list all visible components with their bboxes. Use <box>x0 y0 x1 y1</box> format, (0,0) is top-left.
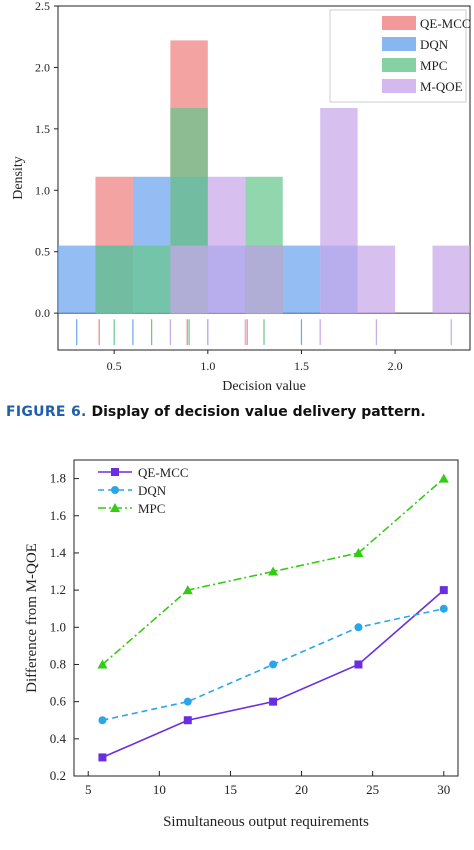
histogram-bar <box>58 245 96 314</box>
histogram-bars <box>58 40 470 314</box>
y-axis-label: Difference from M-QOE <box>24 543 40 693</box>
line-series <box>97 473 449 762</box>
legend-swatch <box>382 37 416 51</box>
y-tick-label: 1.0 <box>35 183 50 197</box>
data-point <box>98 753 107 762</box>
figure-caption-text: Display of decision value delivery patte… <box>91 404 426 420</box>
y-tick-label: 2.5 <box>35 0 50 13</box>
data-point <box>439 586 448 595</box>
legend-label: QE-MCC <box>138 465 189 480</box>
figure-caption: FIGURE 6. Display of decision value deli… <box>6 404 468 420</box>
histogram-bar <box>245 245 283 314</box>
y-tick-label: 1.4 <box>50 545 67 560</box>
data-point <box>269 697 278 706</box>
histogram-bar <box>170 245 208 314</box>
x-tick-label: 0.5 <box>107 359 122 373</box>
histogram-axes: 0.5 1.0 1.5 2.0 0.0 0.5 1.0 1.5 2.0 2.5 <box>35 0 471 373</box>
data-point <box>183 697 192 706</box>
data-point <box>98 716 107 725</box>
histogram-legend: QE-MCC DQN MPC M-QOE <box>329 9 471 103</box>
x-tick-label: 20 <box>295 782 308 797</box>
plot-frame <box>73 459 459 777</box>
rug-plot <box>76 319 452 346</box>
legend-label: DQN <box>420 37 449 52</box>
y-tick-label: 0.6 <box>50 694 67 709</box>
legend-marker <box>111 468 119 476</box>
series-line <box>101 477 445 666</box>
legend-marker <box>111 486 119 494</box>
histogram-chart: 0.5 1.0 1.5 2.0 0.0 0.5 1.0 1.5 2.0 2.5 QE-MCC DQN… <box>11 0 471 394</box>
plot-frame <box>57 5 471 351</box>
data-point <box>269 660 278 669</box>
y-tick-label: 1.8 <box>50 471 66 486</box>
x-tick-label: 30 <box>437 782 450 797</box>
legend-swatch <box>382 58 416 72</box>
x-axis-label: Decision value <box>222 379 306 394</box>
histogram-bar <box>320 107 358 314</box>
data-point <box>354 660 363 669</box>
y-tick-label: 1.2 <box>50 582 66 597</box>
y-tick-label: 1.0 <box>50 619 66 634</box>
data-point <box>353 547 364 557</box>
x-tick-label: 1.0 <box>200 359 215 373</box>
x-axis-label: Simultaneous output requirements <box>163 814 369 830</box>
y-tick-label: 1.6 <box>50 508 67 523</box>
data-point <box>268 566 279 576</box>
legend-swatch <box>382 79 416 93</box>
legend-swatch <box>382 16 416 30</box>
y-tick-label: 1.5 <box>35 122 50 136</box>
legend-label: MPC <box>138 501 165 516</box>
data-point <box>439 604 448 613</box>
legend-label: QE-MCC <box>420 16 471 31</box>
legend-marker <box>110 503 120 512</box>
data-point <box>97 659 108 669</box>
x-tick-label: 10 <box>153 782 166 797</box>
x-tick-label: 2.0 <box>388 359 403 373</box>
y-tick-label: 0.5 <box>35 245 50 259</box>
line-axes: 5 10 15 20 25 30 0.2 0.4 0.6 0.8 1.0 1.2 1.4 1.6 1.8 <box>50 459 459 797</box>
histogram-bar <box>432 245 470 314</box>
data-point <box>354 623 363 632</box>
line-chart: 5 10 15 20 25 30 0.2 0.4 0.6 0.8 1.0 1.2 1.4 1.6 1.8 Q… <box>24 459 459 830</box>
legend-label: DQN <box>138 483 167 498</box>
x-tick-label: 25 <box>366 782 379 797</box>
figure-label: FIGURE 6. <box>6 404 87 420</box>
legend-label: M-QOE <box>420 79 463 94</box>
histogram-bar <box>282 245 321 314</box>
y-tick-label: 0.8 <box>50 656 66 671</box>
x-tick-label: 15 <box>224 782 237 797</box>
histogram-bar <box>132 245 171 314</box>
y-tick-label: 0.2 <box>50 768 66 783</box>
histogram-bar <box>207 176 246 314</box>
y-tick-label: 0.0 <box>35 306 50 320</box>
y-tick-label: 0.4 <box>50 731 67 746</box>
histogram-bar <box>95 245 133 314</box>
line-legend: QE-MCC DQN MPC <box>98 465 189 516</box>
series-line <box>102 589 445 759</box>
y-axis-label: Density <box>11 156 26 200</box>
data-point <box>182 585 193 595</box>
data-point <box>183 716 192 725</box>
legend-label: MPC <box>420 58 447 73</box>
x-tick-label: 5 <box>85 782 92 797</box>
data-point <box>438 473 449 483</box>
y-tick-label: 2.0 <box>35 60 50 74</box>
x-tick-label: 1.5 <box>294 359 309 373</box>
histogram-bar <box>357 245 396 314</box>
